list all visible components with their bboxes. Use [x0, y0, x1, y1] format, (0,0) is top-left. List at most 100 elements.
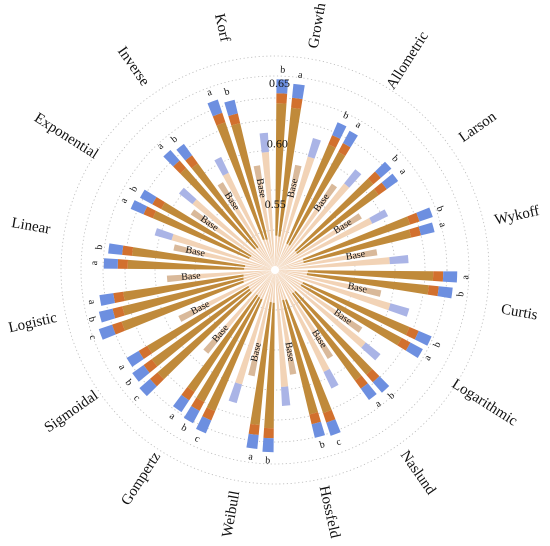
bar-blue-segment	[372, 376, 390, 393]
bar-mid-segment	[296, 188, 379, 254]
bar-inner-segment	[256, 273, 273, 296]
bar-blue-segment	[414, 330, 432, 346]
model-label-hossfeld: Hossfeld	[316, 484, 343, 540]
bar-orange-segment	[263, 427, 274, 439]
model-label-growth: Growth	[306, 1, 330, 49]
bar-blue-segment	[103, 258, 119, 269]
bar-label-base: Base	[347, 281, 369, 296]
bar-cap-segment	[214, 156, 229, 176]
bar-orange-segment	[143, 359, 158, 373]
bar-orange-segment	[202, 407, 216, 421]
bar-base-segment	[275, 179, 298, 267]
bar-label-c: c	[193, 433, 202, 445]
bar-mid-segment	[187, 294, 259, 393]
bar-cap-segment	[307, 137, 321, 159]
model-label-sigmoidal: Sigmoidal	[42, 388, 102, 436]
bar-orange-segment	[248, 423, 260, 436]
bar-inner-segment	[260, 273, 274, 300]
bar-orange-segment	[181, 386, 195, 401]
bar-label-c: c	[335, 436, 344, 448]
bar-blue-segment	[405, 342, 423, 358]
bar-inner-segment	[275, 236, 281, 267]
bar-orange-segment	[122, 245, 134, 256]
bar-label-a: a	[297, 70, 303, 82]
bar-label-b: b	[265, 455, 270, 466]
bar-blue-segment	[99, 293, 115, 306]
bar-blue-segment	[98, 324, 116, 340]
bar-mid-segment	[191, 163, 259, 249]
model-label-naslund: Naslund	[397, 448, 439, 499]
bar-cap-segment	[369, 209, 389, 224]
bar-orange-segment	[354, 375, 368, 389]
bar-inner-segment	[250, 255, 272, 269]
bar-mid-segment	[132, 247, 246, 268]
bar-label-b: b	[455, 291, 467, 297]
bar-inner-segment	[244, 265, 272, 270]
bar-orange-segment	[138, 345, 153, 359]
bar-blue-segment	[139, 378, 157, 397]
bar-label-base: Base	[345, 249, 367, 263]
bar-base-segment	[191, 271, 272, 315]
polar-grid	[60, 55, 490, 485]
grid-ring	[80, 75, 470, 465]
model-label-linear: Linear	[10, 215, 51, 238]
bar-mid-segment	[196, 296, 261, 403]
radial-ticks: 0.55 0.60 0.65	[265, 76, 290, 211]
bar-inner-segment	[254, 248, 273, 268]
bar-cap-segment	[166, 274, 183, 283]
bar-orange-segment	[112, 321, 125, 335]
bar-orange-segment	[338, 143, 351, 156]
bar-label-base: Base	[286, 177, 301, 199]
bar-cap-segment	[365, 287, 382, 297]
bar-base-segment	[277, 183, 350, 268]
bar-orange-segment	[173, 160, 187, 174]
bar-mid-segment	[147, 285, 250, 354]
grid-ring	[124, 119, 426, 421]
bar-base-segment	[187, 247, 272, 270]
bar-blue-segment	[360, 383, 377, 401]
bar-orange-segment	[152, 196, 166, 210]
bar-base-segment	[235, 273, 274, 385]
bar-base-segment	[251, 273, 275, 362]
bar-blue-segment	[183, 405, 200, 424]
bar-label-b: b	[341, 110, 350, 122]
bar-mid-segment	[206, 298, 263, 412]
bar-orange-segment	[405, 326, 419, 340]
r-tick-label: 0.65	[269, 76, 290, 90]
bar-mid-segment	[161, 202, 252, 257]
model-label-korf: Korf	[211, 12, 233, 43]
grid-ring	[102, 97, 448, 443]
bar-orange-segment	[328, 135, 341, 148]
bar-label-a: a	[89, 260, 100, 265]
bar-blue-segment	[292, 83, 305, 100]
bar-base-segment	[277, 195, 329, 267]
bar-inner-segment	[278, 271, 304, 284]
bar-label-a: a	[155, 141, 166, 152]
bar-blue-segment	[126, 350, 144, 367]
bar-blue-segment	[442, 271, 458, 283]
model-label-weibull: Weibull	[219, 490, 243, 539]
model-label-exponential: Exponential	[31, 110, 101, 162]
bar-blue-segment	[130, 200, 148, 215]
bar-mid-segment	[288, 151, 346, 246]
bar-blue-segment	[139, 189, 157, 205]
bar-label-c: c	[131, 393, 142, 404]
bar-orange-segment	[117, 259, 129, 269]
bar-label-a: a	[248, 451, 254, 463]
bar-cap-segment	[173, 244, 189, 254]
bar-base-segment	[278, 271, 391, 311]
bar-mid-segment	[291, 292, 362, 381]
bar-mid-segment	[306, 273, 429, 295]
bar-orange-segment	[323, 409, 336, 423]
bar-inner-segment	[277, 250, 296, 268]
bar-base-segment	[213, 272, 273, 343]
bar-blue-segment	[98, 308, 116, 323]
bar-cap-segment	[323, 368, 339, 389]
bar-orange-segment	[276, 93, 288, 104]
bar-blue-segment	[246, 433, 259, 449]
bar-blue-segment	[332, 122, 347, 139]
bar-base-segment	[202, 217, 272, 268]
model-label-curtis: Curtis	[500, 301, 539, 323]
bar-label-b: b	[128, 184, 140, 194]
bar-cap-segment	[323, 183, 338, 199]
